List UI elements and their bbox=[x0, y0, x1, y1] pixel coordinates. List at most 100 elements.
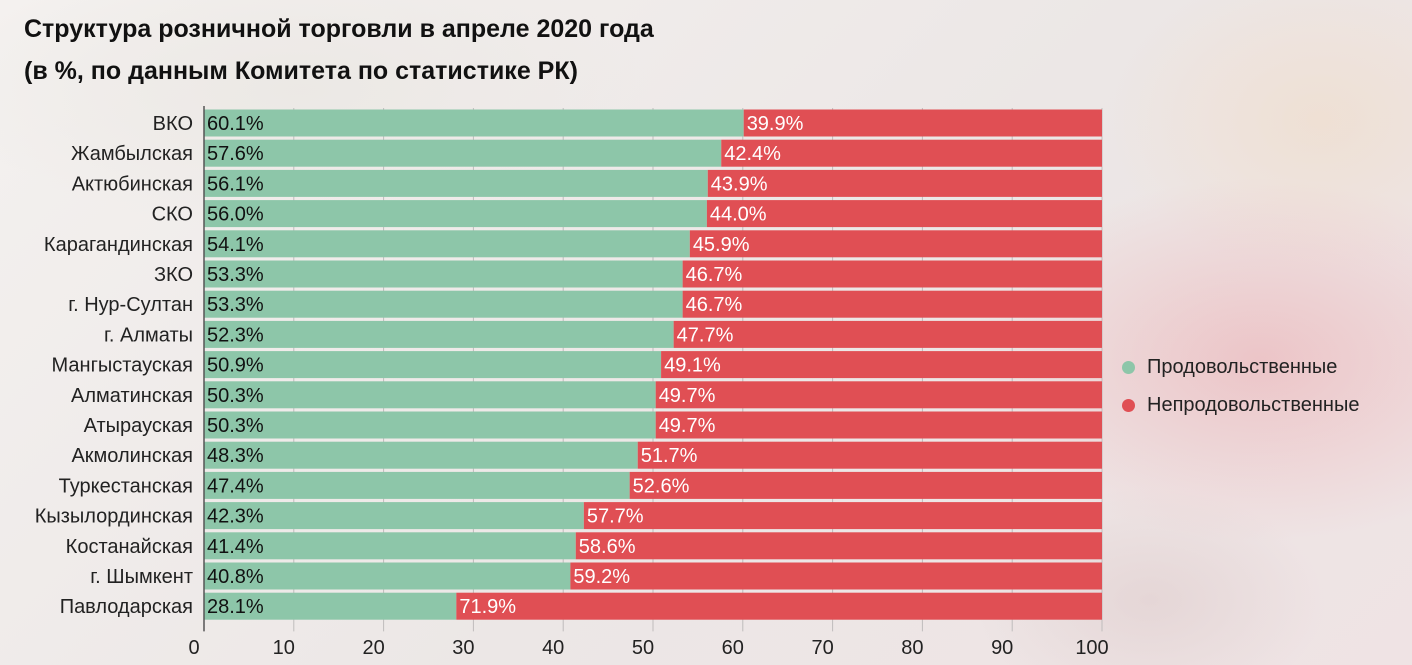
data-label-food: 50.9% bbox=[207, 355, 264, 377]
bar-food bbox=[204, 230, 690, 258]
data-label-food: 56.1% bbox=[207, 173, 264, 195]
data-label-nonfood: 49.1% bbox=[664, 355, 721, 377]
category-label: Костанайская bbox=[66, 536, 193, 558]
bar-nonfood bbox=[682, 260, 1102, 288]
category-label: ВКО bbox=[153, 113, 193, 135]
legend-dot-icon bbox=[1122, 398, 1135, 412]
bar-food bbox=[204, 139, 722, 167]
data-label-nonfood: 58.6% bbox=[579, 536, 636, 558]
bar-nonfood bbox=[575, 532, 1102, 560]
data-label-food: 52.3% bbox=[207, 324, 264, 346]
title-line-2: (в %, по данным Комитета по статистике Р… bbox=[24, 57, 578, 85]
data-label-food: 50.3% bbox=[207, 385, 264, 407]
bar-nonfood bbox=[743, 109, 1102, 137]
bar-food bbox=[204, 351, 662, 379]
category-label: Кызылординская bbox=[35, 506, 193, 528]
data-label-food: 48.3% bbox=[207, 445, 264, 467]
bar-nonfood bbox=[570, 562, 1102, 590]
bar-nonfood bbox=[456, 592, 1102, 620]
data-label-nonfood: 42.4% bbox=[724, 143, 781, 165]
category-label: Жамбылская bbox=[71, 143, 193, 165]
title-line-1: Структура розничной торговли в апреле 20… bbox=[24, 15, 654, 43]
bar-food bbox=[204, 562, 571, 590]
category-label: г. Алматы bbox=[104, 324, 193, 346]
bar-food bbox=[204, 260, 683, 288]
data-label-food: 56.0% bbox=[207, 204, 264, 226]
data-label-nonfood: 39.9% bbox=[747, 113, 804, 135]
x-tick-label: 30 bbox=[452, 637, 474, 659]
bar-food bbox=[204, 320, 674, 348]
legend-dot-icon bbox=[1122, 360, 1135, 374]
data-label-food: 60.1% bbox=[207, 113, 264, 135]
x-tick-label: 60 bbox=[722, 637, 744, 659]
data-label-nonfood: 47.7% bbox=[677, 324, 734, 346]
x-tick-label: 80 bbox=[901, 637, 923, 659]
category-label: Актюбинская bbox=[72, 173, 193, 195]
data-label-food: 42.3% bbox=[207, 506, 264, 528]
legend: Продовольственные Непродовольственные bbox=[1122, 348, 1359, 424]
bar-food bbox=[204, 532, 576, 560]
data-label-nonfood: 46.7% bbox=[686, 264, 743, 286]
x-tick-label: 10 bbox=[273, 637, 295, 659]
bar-nonfood bbox=[682, 290, 1102, 318]
data-label-nonfood: 52.6% bbox=[633, 475, 690, 497]
data-label-food: 41.4% bbox=[207, 536, 264, 558]
data-label-nonfood: 49.7% bbox=[659, 415, 716, 437]
x-tick-label: 50 bbox=[632, 637, 654, 659]
bar-food bbox=[204, 411, 656, 439]
x-tick-label: 100 bbox=[1075, 637, 1108, 659]
bar-nonfood bbox=[661, 351, 1102, 379]
bar-nonfood bbox=[689, 230, 1102, 258]
category-label: Карагандинская bbox=[44, 234, 193, 256]
bar-nonfood bbox=[655, 381, 1102, 409]
category-label: ЗКО bbox=[154, 264, 193, 286]
category-label: Туркестанская bbox=[59, 475, 193, 497]
data-label-nonfood: 44.0% bbox=[710, 204, 767, 226]
x-tick-label: 20 bbox=[362, 637, 384, 659]
category-label: Павлодарская bbox=[60, 596, 193, 618]
chart-title: Структура розничной торговли в апреле 20… bbox=[24, 8, 654, 92]
legend-item: Продовольственные bbox=[1122, 348, 1359, 386]
x-tick-label: 0 bbox=[188, 637, 199, 659]
x-tick-label: 70 bbox=[811, 637, 833, 659]
bar-food bbox=[204, 381, 656, 409]
data-label-food: 57.6% bbox=[207, 143, 264, 165]
data-label-food: 28.1% bbox=[207, 596, 264, 618]
data-label-food: 50.3% bbox=[207, 415, 264, 437]
data-label-nonfood: 46.7% bbox=[686, 294, 743, 316]
bar-nonfood bbox=[655, 411, 1102, 439]
data-label-food: 47.4% bbox=[207, 475, 264, 497]
bar-food bbox=[204, 169, 708, 197]
bar-food bbox=[204, 592, 457, 620]
bar-food bbox=[204, 109, 744, 137]
bar-nonfood bbox=[637, 441, 1102, 469]
data-label-nonfood: 45.9% bbox=[693, 234, 750, 256]
bar-food bbox=[204, 290, 683, 318]
category-label: Атырауская bbox=[84, 415, 193, 437]
bar-food bbox=[204, 441, 638, 469]
bar-nonfood bbox=[629, 471, 1102, 499]
data-label-food: 53.3% bbox=[207, 264, 264, 286]
category-label: г. Шымкент bbox=[90, 566, 193, 588]
bar-food bbox=[204, 200, 707, 228]
bar-nonfood bbox=[721, 139, 1102, 167]
bar-nonfood bbox=[707, 169, 1102, 197]
category-label: Алматинская bbox=[71, 385, 193, 407]
bar-food bbox=[204, 502, 584, 530]
data-label-nonfood: 51.7% bbox=[641, 445, 698, 467]
data-label-nonfood: 43.9% bbox=[711, 173, 768, 195]
category-label: СКО bbox=[152, 204, 193, 226]
bar-nonfood bbox=[706, 200, 1102, 228]
data-label-food: 53.3% bbox=[207, 294, 264, 316]
legend-label: Непродовольственные bbox=[1147, 393, 1360, 416]
category-label: Мангыстауская bbox=[52, 355, 193, 377]
legend-item: Непродовольственные bbox=[1122, 386, 1359, 424]
data-label-food: 54.1% bbox=[207, 234, 264, 256]
data-label-nonfood: 49.7% bbox=[659, 385, 716, 407]
category-label: г. Нур-Султан bbox=[68, 294, 193, 316]
category-label: Акмолинская bbox=[71, 445, 193, 467]
bar-nonfood bbox=[583, 502, 1102, 530]
data-label-nonfood: 57.7% bbox=[587, 506, 644, 528]
x-tick-label: 40 bbox=[542, 637, 564, 659]
